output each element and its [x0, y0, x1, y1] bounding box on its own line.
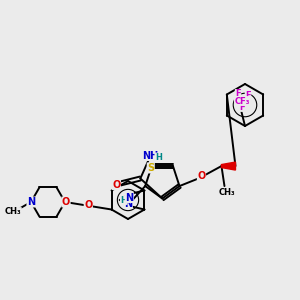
Text: O: O: [84, 200, 92, 210]
Text: S: S: [147, 163, 154, 173]
Text: N: N: [27, 197, 35, 207]
Text: F: F: [245, 92, 251, 100]
Text: O: O: [197, 171, 206, 181]
Polygon shape: [221, 162, 236, 170]
Text: O: O: [62, 197, 70, 207]
Text: CH₃: CH₃: [218, 188, 235, 196]
Text: O: O: [112, 179, 121, 190]
Text: NH: NH: [142, 151, 158, 160]
Text: CF₃: CF₃: [234, 97, 250, 106]
Text: H: H: [155, 153, 162, 162]
Text: N: N: [125, 193, 134, 202]
Text: N: N: [124, 199, 132, 208]
Text: F: F: [239, 103, 245, 112]
Text: CH₃: CH₃: [5, 208, 21, 217]
Text: F: F: [235, 89, 241, 98]
Text: H: H: [120, 196, 127, 205]
